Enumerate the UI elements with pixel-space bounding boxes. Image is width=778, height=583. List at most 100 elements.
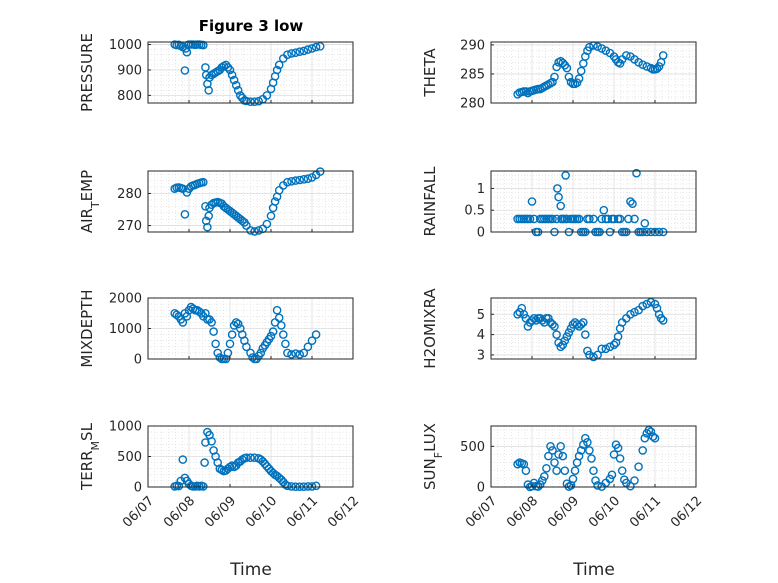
data-point	[276, 475, 286, 485]
data-point	[560, 336, 570, 346]
data-point	[223, 348, 233, 358]
data-point	[656, 313, 666, 323]
y-tick-label: 280	[117, 187, 142, 202]
data-point	[561, 171, 570, 180]
data-point	[581, 433, 590, 443]
data-point	[233, 319, 243, 329]
data-point	[642, 299, 652, 309]
data-point	[180, 66, 190, 75]
x-tick-label: 06/09	[202, 494, 239, 531]
data-point	[211, 339, 220, 349]
y-tick-label: 4	[477, 328, 485, 343]
data-point	[574, 74, 584, 83]
panel-pressure: 800 900 1000 PRESSURE	[78, 33, 354, 112]
y-tick-label: 5	[477, 308, 485, 323]
data-point	[250, 97, 259, 106]
data-point	[583, 437, 592, 447]
data-point	[246, 348, 255, 358]
data-point	[233, 86, 243, 95]
data-point	[272, 305, 282, 315]
x-tick-label: 06/07	[120, 494, 157, 531]
data-point	[585, 42, 594, 52]
data-point	[215, 353, 225, 362]
data-point	[544, 451, 553, 461]
data-point	[548, 214, 557, 224]
data-point	[613, 332, 623, 341]
y-tick-label: 1000	[109, 420, 142, 435]
data-point	[599, 205, 609, 215]
x-tick-label: 06/11	[284, 494, 321, 531]
data-point	[566, 77, 576, 87]
data-point	[527, 197, 537, 206]
data-point	[654, 309, 664, 319]
x-tick-label: 06/12	[325, 494, 362, 531]
data-point	[648, 432, 658, 441]
axes-box	[490, 170, 697, 233]
data-point	[546, 441, 555, 451]
data-point	[229, 75, 239, 85]
data-point	[283, 177, 292, 187]
data-point	[525, 214, 535, 224]
data-point	[201, 438, 210, 447]
data-point	[552, 330, 561, 339]
data-point	[299, 46, 309, 56]
panel-theta: 280 285 290 THETA	[421, 38, 697, 112]
data-point	[283, 50, 292, 60]
data-point	[227, 330, 237, 339]
x-tick-label: 06/07	[463, 494, 500, 531]
data-point	[242, 342, 251, 352]
axes-box	[490, 425, 697, 488]
data-point	[652, 64, 662, 73]
data-point	[658, 51, 668, 60]
data-point	[601, 344, 611, 354]
panel-sun-flux: 0 500 06/07 06/08 06/09 06/10 06/11 06/12 SUNFLU…	[421, 423, 705, 531]
y-tick-label: 1000	[109, 38, 142, 53]
data-point	[550, 458, 559, 467]
data-point	[272, 65, 282, 75]
data-point	[544, 313, 553, 323]
data-point	[583, 346, 592, 356]
x-axis-label-right: Time	[572, 560, 615, 580]
data-point	[246, 226, 255, 235]
data-point	[513, 309, 522, 319]
data-point	[597, 44, 607, 53]
data-point	[254, 96, 264, 106]
data-point	[587, 454, 596, 463]
data-point	[246, 97, 255, 106]
data-point	[295, 350, 305, 359]
data-point	[274, 185, 284, 195]
data-point	[225, 65, 235, 75]
data-point	[638, 301, 648, 311]
data-point	[198, 177, 208, 187]
y-axis-label: PRESSURE	[78, 33, 96, 112]
data-point	[295, 47, 305, 57]
data-point	[556, 201, 566, 211]
data-point	[593, 481, 602, 490]
y-tick-label: 500	[460, 440, 485, 455]
data-point	[579, 318, 588, 327]
data-point	[174, 481, 184, 491]
data-point	[589, 352, 598, 362]
data-point	[266, 331, 276, 341]
data-point	[572, 78, 582, 87]
panel-mixdepth: 0 1000 2000 MIXDEPTH	[78, 289, 354, 368]
data-point	[531, 316, 541, 325]
data-point	[262, 219, 272, 229]
data-point	[605, 342, 615, 352]
data-point	[513, 459, 522, 469]
data-point	[248, 353, 257, 362]
data-point	[283, 481, 292, 491]
y-tick-label: 270	[117, 219, 142, 234]
data-point	[589, 214, 598, 224]
data-point	[178, 318, 188, 327]
y-tick-label: 0	[477, 226, 485, 241]
data-point	[307, 482, 317, 491]
data-point	[291, 349, 300, 358]
data-point	[581, 52, 590, 61]
panel-air-temp: 270 280 AIRTEMP	[78, 167, 354, 236]
panel-rainfall: 0 0.5 1 RAINFALL	[421, 166, 697, 241]
data-point	[180, 209, 190, 219]
data-point	[638, 446, 648, 455]
data-point	[550, 322, 559, 331]
data-point	[630, 214, 639, 224]
